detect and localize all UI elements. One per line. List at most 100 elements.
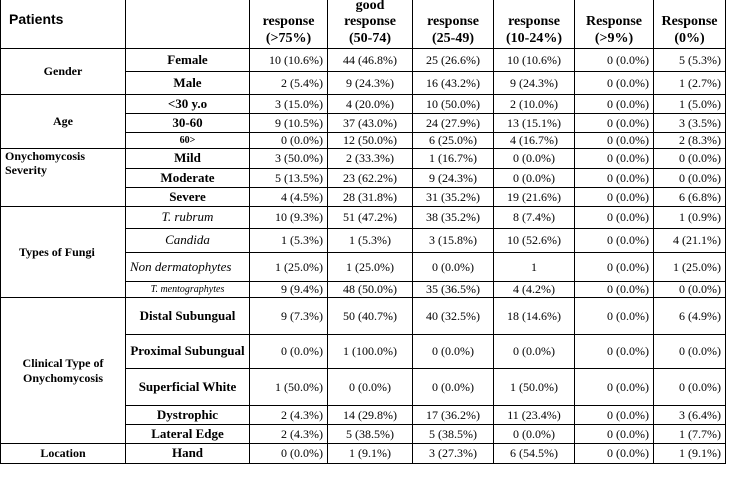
table-row: Male 2 (5.4%) 9 (24.3%) 16 (43.2%) 9 (24.3%)…: [1, 71, 726, 95]
table-row: 30-60 9 (10.5%) 37 (43.0%) 24 (27.9%) 13 (15…: [1, 113, 726, 133]
value-cell: 4 (4.2%): [493, 281, 575, 298]
value-cell: 19 (21.6%): [493, 187, 575, 207]
row-label: Lateral Edge: [125, 424, 250, 444]
value-cell: 10 (9.3%): [249, 206, 328, 229]
table-body: Patients response (>75%) good response (50-…: [0, 0, 726, 464]
value-cell: 28 (31.8%): [327, 187, 413, 207]
value-cell: 5 (38.5%): [412, 424, 494, 444]
value-cell: 0 (0.0%): [412, 252, 494, 282]
value-cell: 1 (25.0%): [653, 252, 726, 282]
value-cell: 13 (15.1%): [493, 113, 575, 133]
value-cell: 0 (0.0%): [574, 94, 654, 114]
value-cell: 16 (43.2%): [412, 71, 494, 95]
row-label: 30-60: [125, 113, 250, 133]
row-label: <30 y.o: [125, 94, 250, 114]
value-cell: 4 (21.1%): [653, 228, 726, 253]
value-cell: 0 (0.0%): [493, 334, 575, 369]
value-cell: 0 (0.0%): [574, 132, 654, 149]
value-cell: 4 (20.0%): [327, 94, 413, 114]
value-cell: 3 (3.5%): [653, 113, 726, 133]
category-label: Clinical Type of Onychomycosis: [0, 297, 126, 444]
value-cell: 6 (25.0%): [412, 132, 494, 149]
value-cell: 6 (4.9%): [653, 297, 726, 335]
value-cell: 1 (25.0%): [249, 252, 328, 282]
results-table: Patients response (>75%) good response (50-…: [0, 0, 726, 464]
value-cell: 3 (50.0%): [249, 148, 328, 169]
col-header-3: response (25-49): [412, 0, 494, 49]
col-header-4: response (10-24%): [493, 0, 575, 49]
value-cell: 0 (0.0%): [412, 334, 494, 369]
value-cell: 1 (7.7%): [653, 424, 726, 444]
value-cell: 0 (0.0%): [653, 281, 726, 298]
value-cell: 9 (7.3%): [249, 297, 328, 335]
subcategory-header: [125, 0, 250, 49]
value-cell: 0 (0.0%): [574, 334, 654, 369]
value-cell: 0 (0.0%): [493, 148, 575, 169]
row-label: Female: [125, 48, 250, 72]
row-label: Proximal Subungual: [125, 334, 250, 369]
value-cell: 0 (0.0%): [412, 368, 494, 406]
row-label: Non dermatophytes: [125, 252, 250, 282]
value-cell: 5 (5.3%): [653, 48, 726, 72]
row-label: Dystrophic: [125, 405, 250, 425]
value-cell: 1 (25.0%): [327, 252, 413, 282]
value-cell: 1 (9.1%): [327, 443, 413, 464]
row-label: 60>: [125, 132, 250, 149]
table-row: T. mentographytes 9 (9.4%) 48 (50.0%) 35 (3…: [1, 281, 726, 298]
value-cell: 11 (23.4%): [493, 405, 575, 425]
value-cell: 0 (0.0%): [574, 405, 654, 425]
patients-header: Patients: [0, 0, 126, 49]
value-cell: 35 (36.5%): [412, 281, 494, 298]
value-cell: 0 (0.0%): [249, 443, 328, 464]
value-cell: 1 (16.7%): [412, 148, 494, 169]
value-cell: 0 (0.0%): [574, 113, 654, 133]
value-cell: 10 (10.6%): [249, 48, 328, 72]
table-row: Dystrophic 2 (4.3%) 14 (29.8%) 17 (36.2%) 11…: [1, 405, 726, 425]
value-cell: 0 (0.0%): [574, 48, 654, 72]
value-cell: 0 (0.0%): [574, 297, 654, 335]
value-cell: 5 (13.5%): [249, 168, 328, 188]
table-row: Moderate 5 (13.5%) 23 (62.2%) 9 (24.3%) 0 (0…: [1, 168, 726, 188]
value-cell: 48 (50.0%): [327, 281, 413, 298]
value-cell: 0 (0.0%): [574, 168, 654, 188]
col-header-5: Response (>9%): [574, 0, 654, 49]
category-label: Gender: [0, 48, 126, 95]
value-cell: 31 (35.2%): [412, 187, 494, 207]
value-cell: 3 (15.0%): [249, 94, 328, 114]
value-cell: 2 (8.3%): [653, 132, 726, 149]
value-cell: 10 (52.6%): [493, 228, 575, 253]
value-cell: 0 (0.0%): [574, 368, 654, 406]
row-label: Male: [125, 71, 250, 95]
value-cell: 0 (0.0%): [327, 368, 413, 406]
value-cell: 0 (0.0%): [574, 281, 654, 298]
value-cell: 38 (35.2%): [412, 206, 494, 229]
row-label: Severe: [125, 187, 250, 207]
table-row: Onychomycosis Severity Mild 3 (50.0%) 2 (33…: [0, 148, 726, 207]
value-cell: 25 (26.6%): [412, 48, 494, 72]
value-cell: 9 (24.3%): [493, 71, 575, 95]
value-cell: 9 (24.3%): [327, 71, 413, 95]
table-row: Non dermatophytes 1 (25.0%) 1 (25.0%) 0 (0.…: [1, 252, 726, 282]
value-cell: 0 (0.0%): [653, 168, 726, 188]
value-cell: 0 (0.0%): [574, 443, 654, 464]
value-cell: 0 (0.0%): [653, 334, 726, 369]
value-cell: 0 (0.0%): [653, 368, 726, 406]
value-cell: 0 (0.0%): [574, 71, 654, 95]
table-row: Age <30 y.o 3 (15.0%) 4 (20.0%) 10 (50.0%) 2 …: [0, 94, 726, 149]
value-cell: 4 (16.7%): [493, 132, 575, 149]
value-cell: 23 (62.2%): [327, 168, 413, 188]
value-cell: 37 (43.0%): [327, 113, 413, 133]
value-cell: 2 (5.4%): [249, 71, 328, 95]
value-cell: 0 (0.0%): [574, 148, 654, 169]
value-cell: 1 (2.7%): [653, 71, 726, 95]
category-label: Types of Fungi: [0, 206, 126, 298]
value-cell: 10 (50.0%): [412, 94, 494, 114]
category-label: Location: [0, 443, 126, 464]
value-cell: 0 (0.0%): [574, 228, 654, 253]
value-cell: 1 (0.9%): [653, 206, 726, 229]
value-cell: 3 (6.4%): [653, 405, 726, 425]
value-cell: 6 (6.8%): [653, 187, 726, 207]
value-cell: 1 (100.0%): [327, 334, 413, 369]
table-row: Superficial White 1 (50.0%) 0 (0.0%) 0 (0.0…: [1, 368, 726, 406]
value-cell: 14 (29.8%): [327, 405, 413, 425]
